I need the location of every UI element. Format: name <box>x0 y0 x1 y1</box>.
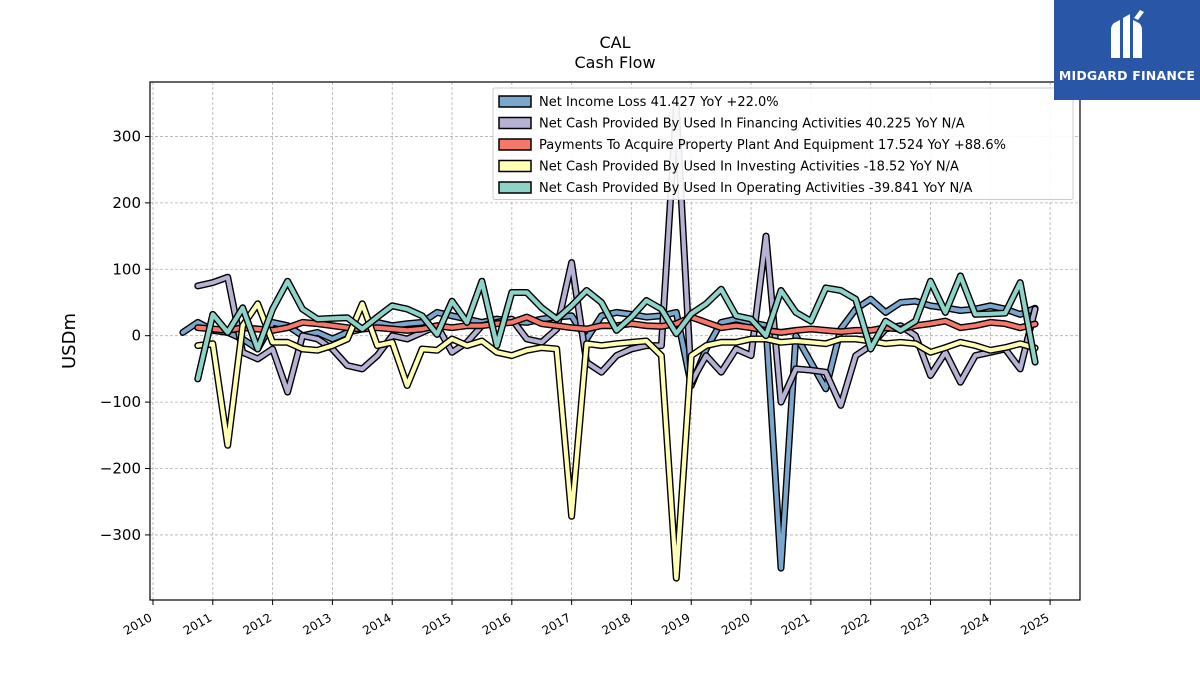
plot-frame <box>149 81 1081 601</box>
legend-swatch <box>498 181 532 194</box>
legend-swatch <box>498 138 532 151</box>
y-tick-label: 0 <box>131 327 141 345</box>
y-tick-label: −200 <box>100 460 141 478</box>
x-tick-label: 2015 <box>420 610 453 637</box>
legend-entry: Net Cash Provided By Used In Financing A… <box>539 117 965 132</box>
series-5 <box>194 272 1039 383</box>
brand-logo: MIDGARD FINANCE <box>1054 0 1200 100</box>
x-tick-label: 2021 <box>779 610 812 637</box>
series-4 <box>194 300 1039 582</box>
x-tick-label: 2014 <box>360 610 393 637</box>
x-tick-label: 2013 <box>300 610 333 637</box>
chart-legend: Net Income Loss 41.427 YoY +22.0% Net Cas… <box>492 87 1074 200</box>
legend-entry: Net Cash Provided By Used In Operating A… <box>539 181 973 196</box>
legend-swatch <box>498 95 532 108</box>
legend-swatch <box>498 159 532 173</box>
legend-entry: Payments To Acquire Property Plant And E… <box>539 138 1006 153</box>
chart-series-group <box>179 103 1039 582</box>
x-tick-label: 2017 <box>540 610 573 637</box>
series-line <box>195 301 1038 581</box>
chart-subtitle: Cash Flow <box>574 53 655 72</box>
legend-frame <box>492 87 1074 200</box>
x-tick-label: 2011 <box>181 610 214 637</box>
x-tick-label: 2012 <box>241 610 274 637</box>
y-tick-label: 100 <box>112 260 141 278</box>
x-tick-label: 2016 <box>480 610 513 637</box>
x-axis: 2010 2011 2012 2013 2014 2015 2016 2017 2018 2019… <box>121 600 1052 638</box>
series-line <box>195 273 1038 381</box>
x-tick-label: 2020 <box>719 610 752 637</box>
y-tick-label: 200 <box>112 194 141 212</box>
midgard-logo-icon <box>1111 10 1144 58</box>
y-tick-label: −300 <box>100 526 141 544</box>
x-tick-label: 2019 <box>659 610 692 637</box>
x-tick-label: 2024 <box>958 610 991 637</box>
x-tick-label: 2010 <box>121 610 154 637</box>
x-tick-label: 2018 <box>599 610 632 637</box>
legend-entry: Net Income Loss 41.427 YoY +22.0% <box>539 95 779 110</box>
y-axis: −300 −200 −100 0 100 200 300 <box>100 127 150 544</box>
x-tick-label: 2023 <box>899 610 932 637</box>
y-tick-label: 300 <box>112 127 141 145</box>
brand-name: MIDGARD FINANCE <box>1058 68 1196 83</box>
legend-swatch <box>498 116 532 130</box>
legend-entry: Net Cash Provided By Used In Investing A… <box>539 160 959 175</box>
x-tick-label: 2022 <box>839 610 872 637</box>
chart-title: CAL <box>599 33 630 52</box>
y-tick-label: −100 <box>100 393 141 411</box>
y-axis-label: USDm <box>59 313 80 369</box>
x-tick-label: 2025 <box>1018 610 1051 637</box>
